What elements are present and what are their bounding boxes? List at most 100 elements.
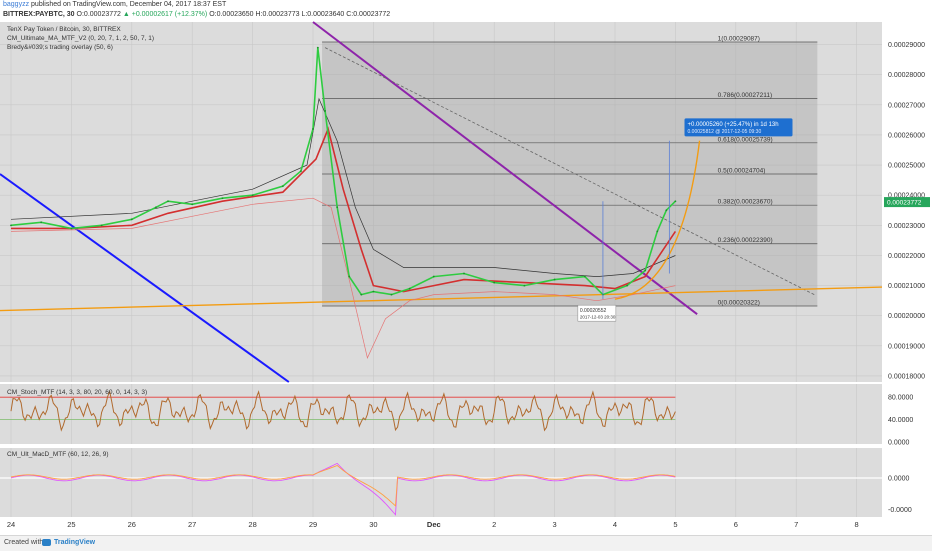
publication-line: baggyzz published on TradingView.com, De… (3, 1, 226, 8)
macd-line (10, 462, 676, 516)
ohlc-values: O:0.00023650 H:0.00023773 L:0.00023640 C… (209, 11, 391, 18)
price-axis-label: 0.00020000 (888, 313, 925, 320)
stoch-indicator-label[interactable]: CM_Stoch_MTF (14, 3, 3, 80, 20, 60, 0, 1… (7, 389, 148, 396)
price-point (644, 269, 647, 272)
price-point (324, 109, 326, 112)
price-scale-bg (882, 20, 932, 529)
price-axis-label: 0.00023000 (888, 223, 925, 230)
price-point (665, 209, 668, 212)
price-axis-label: 0.00028000 (888, 72, 925, 79)
x-axis-label: 2 (492, 520, 496, 529)
ma-indicator-label[interactable]: CM_Ultimate_MA_MTF_V2 (0, 20, 7, 1, 2, 5… (7, 35, 155, 42)
price-point (130, 218, 133, 221)
tradingview-brand[interactable]: TradingView (54, 539, 96, 546)
fib-level-label: 1(0.00029087) (718, 35, 760, 42)
low-annotation-subtext: 2017-12-03 20:30 (580, 315, 616, 320)
ohlc-line: BITTREX:PAYBTC, 30 O:0.00023772 ▲ +0.000… (3, 11, 390, 18)
ma-red-line (11, 126, 677, 293)
price-axis-label: 0.00027000 (888, 102, 925, 109)
current-price-badge (884, 197, 930, 208)
tradingview-logo-icon (42, 539, 51, 546)
price-point (40, 221, 43, 224)
stoch-pane (0, 384, 882, 444)
price-axis-label: 0.00019000 (888, 343, 925, 350)
stoch-axis-label: 0.0000 (888, 440, 910, 447)
x-axis-label: 30 (369, 520, 377, 529)
x-axis-label: 6 (734, 520, 738, 529)
macd-indicator-label[interactable]: CM_Ult_MacD_MTF (60, 12, 26, 9) (7, 451, 109, 458)
price-point (408, 287, 411, 290)
price-point (221, 197, 224, 200)
price-point (312, 128, 314, 130)
x-axis-label: 4 (613, 520, 617, 529)
purple-trendline (312, 21, 698, 316)
fib-level-label: 0(0.00020322) (718, 300, 760, 307)
macd-axis-label: -0.0000 (888, 507, 912, 514)
target-annotation-text: +0.00005260 (+25.47%) in 1d 13h (688, 122, 779, 128)
overlay-lower-band (10, 197, 676, 359)
target-annotation-subtext: 0.00025812 @ 2017-12-05 09:30 (688, 129, 762, 135)
price-point (251, 194, 254, 197)
price-point (493, 281, 496, 284)
x-axis-label: Dec (427, 520, 441, 529)
price-axis-label: 0.00026000 (888, 132, 925, 139)
price-pane (0, 22, 882, 382)
fib-level-label: 0.382(0.00023670) (718, 199, 773, 206)
fib-level-label: 0.618(0.00025739) (718, 136, 773, 143)
macd-axis-label: 0.0000 (888, 476, 910, 483)
price-axis-label: 0.00021000 (888, 283, 925, 290)
price-point (463, 272, 465, 275)
x-axis-label: 7 (794, 520, 798, 529)
open-value: 0.00023772 (83, 11, 121, 18)
macd-pane (0, 448, 882, 517)
stoch-axis-label: 80.0000 (888, 395, 913, 402)
price-point (656, 230, 659, 233)
price-point (360, 293, 363, 296)
blue-trendline (0, 173, 290, 383)
price-point (281, 185, 284, 188)
x-axis-label: 27 (188, 520, 196, 529)
price-point (553, 278, 556, 281)
price-point (372, 290, 375, 293)
price-axis-label: 0.00018000 (888, 373, 925, 380)
current-price-label: 0.00023772 (887, 200, 922, 207)
symbol-label: BITTREX:PAYBTC, 30 (3, 11, 75, 18)
low-annotation-text: 0.00020552 (580, 308, 607, 314)
target-annotation-box (684, 118, 793, 137)
price-point (432, 275, 435, 278)
change-value: ▲ +0.00002617 (+12.37%) (122, 11, 208, 18)
price-point (583, 275, 586, 278)
price-axis-label: 0.00029000 (888, 42, 925, 49)
overlay-indicator-label[interactable]: Bredy&#039;s trading overlay (50, 6) (7, 44, 113, 51)
author-link[interactable]: baggyzz (3, 1, 30, 8)
price-point (390, 293, 393, 296)
orange-support-line (0, 286, 883, 312)
fib-level-label: 0.786(0.00027211) (718, 92, 772, 99)
x-axis-label: 26 (128, 520, 136, 529)
publication-header: baggyzz published on TradingView.com, De… (0, 0, 932, 22)
chart-area[interactable]: 1(0.00029087) 0.786(0.00027211) 0.618(0.00… (0, 20, 932, 535)
x-axis-label: 29 (309, 520, 317, 529)
price-axis-label: 0.00025000 (888, 163, 925, 170)
published-text: published on TradingView.com, December 0… (31, 1, 227, 8)
macd-signal-line (10, 464, 676, 507)
price-point (300, 170, 302, 173)
price-point (523, 284, 526, 287)
price-point (674, 200, 677, 203)
price-point (336, 206, 339, 209)
footer-bar: Created with TradingView (0, 535, 932, 551)
open-label: O: (76, 11, 84, 18)
fib-level-label: 0.5(0.00024704) (718, 168, 766, 175)
created-with-text: Created with (4, 539, 44, 546)
dashed-trendline (324, 47, 815, 295)
fib-level-label: 0.236(0.00022390) (718, 237, 773, 244)
overlay-upper-band (10, 97, 676, 277)
price-axis-label: 0.00022000 (888, 253, 925, 260)
x-axis-label: 5 (673, 520, 677, 529)
price-point (626, 284, 628, 287)
x-axis-label: 3 (553, 520, 557, 529)
price-axis-label: 0.00024000 (888, 193, 925, 200)
price-point (191, 203, 194, 206)
price-point (167, 200, 169, 203)
x-axis-label: 8 (855, 520, 859, 529)
